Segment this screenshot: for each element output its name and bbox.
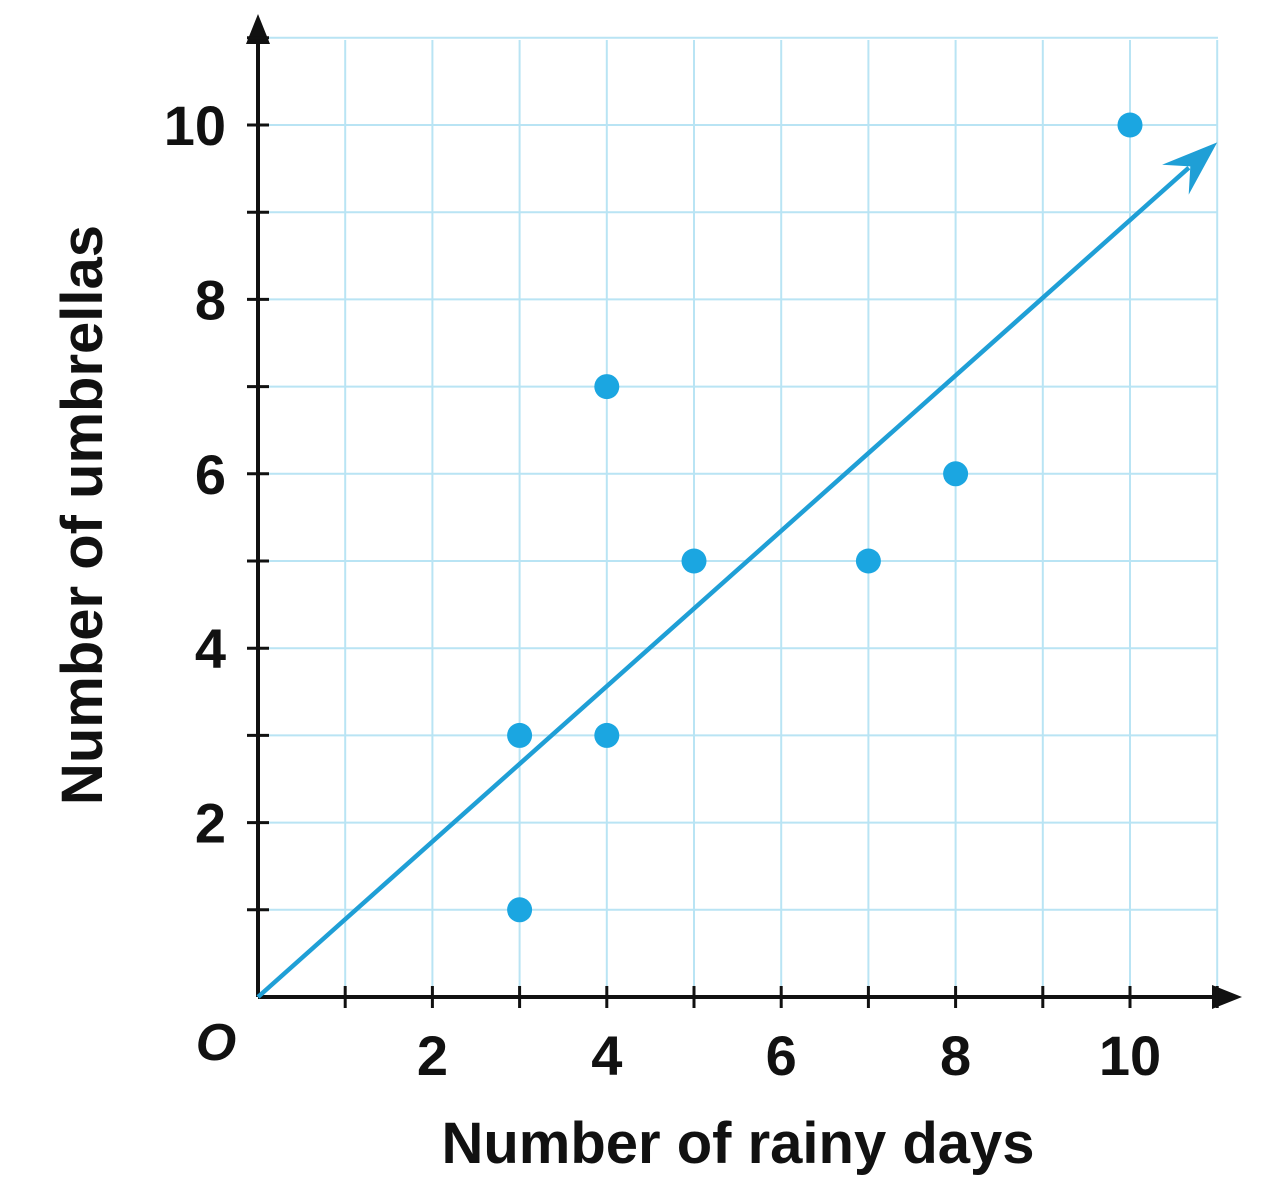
tick-labels: 2 4 6 8 10 2 4 6 8 10 (164, 94, 1161, 1087)
grid (258, 36, 1219, 997)
x-tick-label: 4 (591, 1024, 622, 1087)
data-point (1117, 112, 1143, 138)
y-tick-label: 2 (195, 792, 226, 855)
y-axis-arrowhead (246, 14, 270, 44)
x-tick-label: 2 (417, 1024, 448, 1087)
trend-line (256, 166, 1191, 999)
y-tick-label: 8 (195, 268, 226, 331)
y-tick-label: 10 (164, 94, 226, 157)
data-point (681, 548, 707, 574)
axes (246, 14, 1242, 1009)
data-point (594, 374, 620, 400)
trend-line-group (256, 142, 1218, 999)
data-point (507, 897, 533, 923)
data-points (507, 112, 1143, 923)
x-axis-title: Number of rainy days (441, 1111, 1034, 1176)
y-tick-label: 4 (195, 617, 226, 680)
x-axis-arrowhead (1212, 985, 1242, 1009)
origin-label: O (196, 1014, 236, 1072)
x-tick-label: 6 (766, 1024, 797, 1087)
x-tick-label: 10 (1099, 1024, 1161, 1087)
y-axis-title: Number of umbrellas (50, 225, 115, 805)
data-point (594, 722, 620, 748)
data-point (507, 722, 533, 748)
x-tick-label: 8 (940, 1024, 971, 1087)
trend-line-arrowhead (1162, 142, 1218, 195)
ticks (247, 36, 1219, 1008)
data-point (943, 461, 969, 487)
y-tick-label: 6 (195, 443, 226, 506)
data-point (855, 548, 881, 574)
